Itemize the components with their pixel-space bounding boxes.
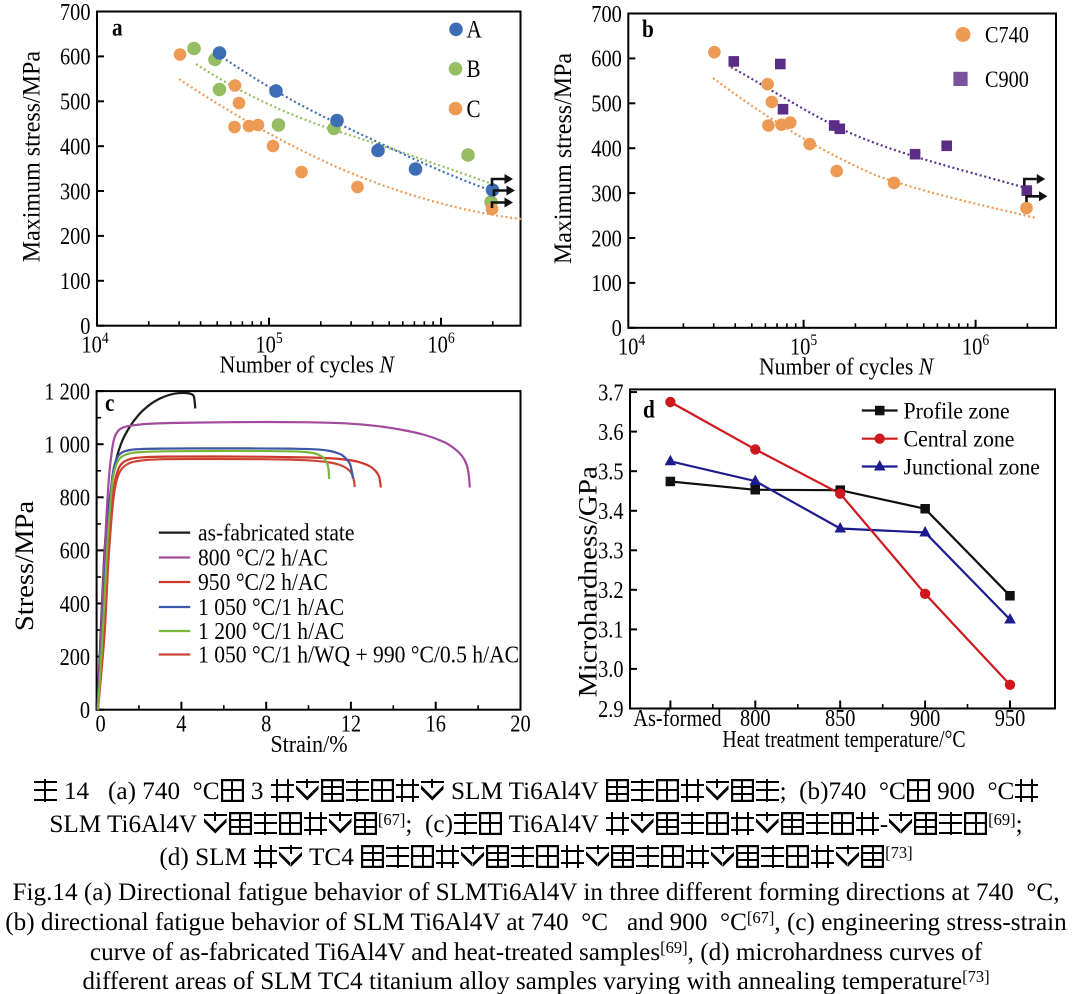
- svg-text:4: 4: [176, 712, 186, 738]
- svg-text:Profile zone: Profile zone: [904, 399, 1010, 424]
- svg-text:Strain/%: Strain/%: [270, 732, 347, 758]
- svg-text:As-formed: As-formed: [633, 706, 721, 732]
- svg-text:300: 300: [60, 179, 91, 205]
- svg-text:3.0: 3.0: [598, 657, 623, 683]
- svg-text:1 050 °C/1 h/WQ + 990 °C/0.5 h: 1 050 °C/1 h/WQ + 990 °C/0.5 h/AC: [198, 643, 519, 669]
- svg-text:Number of cycles N: Number of cycles N: [220, 353, 396, 379]
- svg-text:16: 16: [426, 712, 446, 738]
- svg-text:C900: C900: [985, 67, 1029, 92]
- svg-text:106: 106: [962, 332, 989, 361]
- svg-text:400: 400: [60, 592, 91, 618]
- svg-text:1 200 °C/1 h/AC: 1 200 °C/1 h/AC: [198, 619, 344, 645]
- svg-text:600: 600: [60, 45, 91, 71]
- svg-text:400: 400: [60, 135, 91, 161]
- svg-text:1 050 °C/1 h/AC: 1 050 °C/1 h/AC: [198, 595, 344, 621]
- svg-text:0: 0: [80, 314, 90, 340]
- svg-text:100: 100: [60, 269, 91, 295]
- svg-text:C: C: [467, 96, 481, 123]
- svg-text:104: 104: [81, 330, 108, 359]
- svg-text:Maximum stress/MPa: Maximum stress/MPa: [550, 53, 577, 264]
- svg-text:0: 0: [96, 712, 106, 738]
- svg-text:Maximum stress/MPa: Maximum stress/MPa: [19, 51, 46, 262]
- svg-text:106: 106: [427, 330, 454, 359]
- svg-text:3.3: 3.3: [598, 539, 623, 565]
- svg-text:0: 0: [80, 698, 90, 724]
- svg-text:850: 850: [825, 706, 856, 732]
- svg-text:500: 500: [591, 92, 622, 118]
- svg-text:Microhardness/GPa: Microhardness/GPa: [574, 466, 603, 698]
- svg-text:8: 8: [261, 712, 271, 738]
- svg-text:A: A: [467, 17, 482, 44]
- svg-text:d: d: [643, 397, 655, 424]
- svg-text:1 200: 1 200: [44, 379, 90, 405]
- svg-text:400: 400: [591, 137, 622, 163]
- svg-text:Stress/MPa: Stress/MPa: [10, 500, 39, 631]
- svg-text:3.5: 3.5: [598, 460, 623, 486]
- svg-text:600: 600: [60, 539, 91, 565]
- svg-text:3.1: 3.1: [598, 618, 623, 644]
- svg-text:c: c: [105, 390, 114, 417]
- svg-text:Heat treatment temperature/°C: Heat treatment temperature/°C: [722, 727, 965, 753]
- svg-text:Central zone: Central zone: [904, 427, 1015, 452]
- svg-text:900: 900: [910, 706, 941, 732]
- svg-text:as-fabricated state: as-fabricated state: [198, 521, 355, 547]
- svg-text:100: 100: [591, 271, 622, 297]
- svg-text:950: 950: [995, 706, 1026, 732]
- svg-text:3.6: 3.6: [598, 420, 623, 446]
- svg-text:Junctional zone: Junctional zone: [904, 455, 1041, 480]
- svg-text:800: 800: [740, 706, 771, 732]
- svg-text:B: B: [467, 56, 481, 83]
- svg-text:200: 200: [591, 226, 622, 252]
- svg-text:700: 700: [591, 2, 622, 28]
- svg-text:3.7: 3.7: [598, 380, 623, 406]
- svg-text:500: 500: [60, 90, 91, 116]
- svg-text:300: 300: [591, 181, 622, 207]
- svg-text:950 °C/2 h/AC: 950 °C/2 h/AC: [198, 570, 328, 596]
- svg-text:3.4: 3.4: [598, 499, 623, 525]
- svg-text:20: 20: [510, 712, 530, 738]
- svg-text:700: 700: [60, 0, 91, 26]
- svg-text:1 000: 1 000: [44, 433, 90, 459]
- svg-text:3.2: 3.2: [598, 578, 623, 604]
- svg-text:200: 200: [60, 645, 91, 671]
- svg-text:800 °C/2 h/AC: 800 °C/2 h/AC: [198, 546, 328, 572]
- svg-text:12: 12: [341, 712, 361, 738]
- svg-text:C740: C740: [985, 23, 1029, 48]
- svg-text:a: a: [112, 15, 123, 42]
- svg-text:0: 0: [612, 316, 622, 342]
- svg-text:200: 200: [60, 224, 91, 250]
- svg-text:104: 104: [618, 332, 645, 361]
- svg-text:600: 600: [591, 47, 622, 73]
- svg-text:2.9: 2.9: [598, 697, 623, 723]
- svg-text:b: b: [642, 16, 654, 43]
- svg-text:800: 800: [60, 486, 91, 512]
- svg-text:Number of cycles N: Number of cycles N: [759, 355, 935, 381]
